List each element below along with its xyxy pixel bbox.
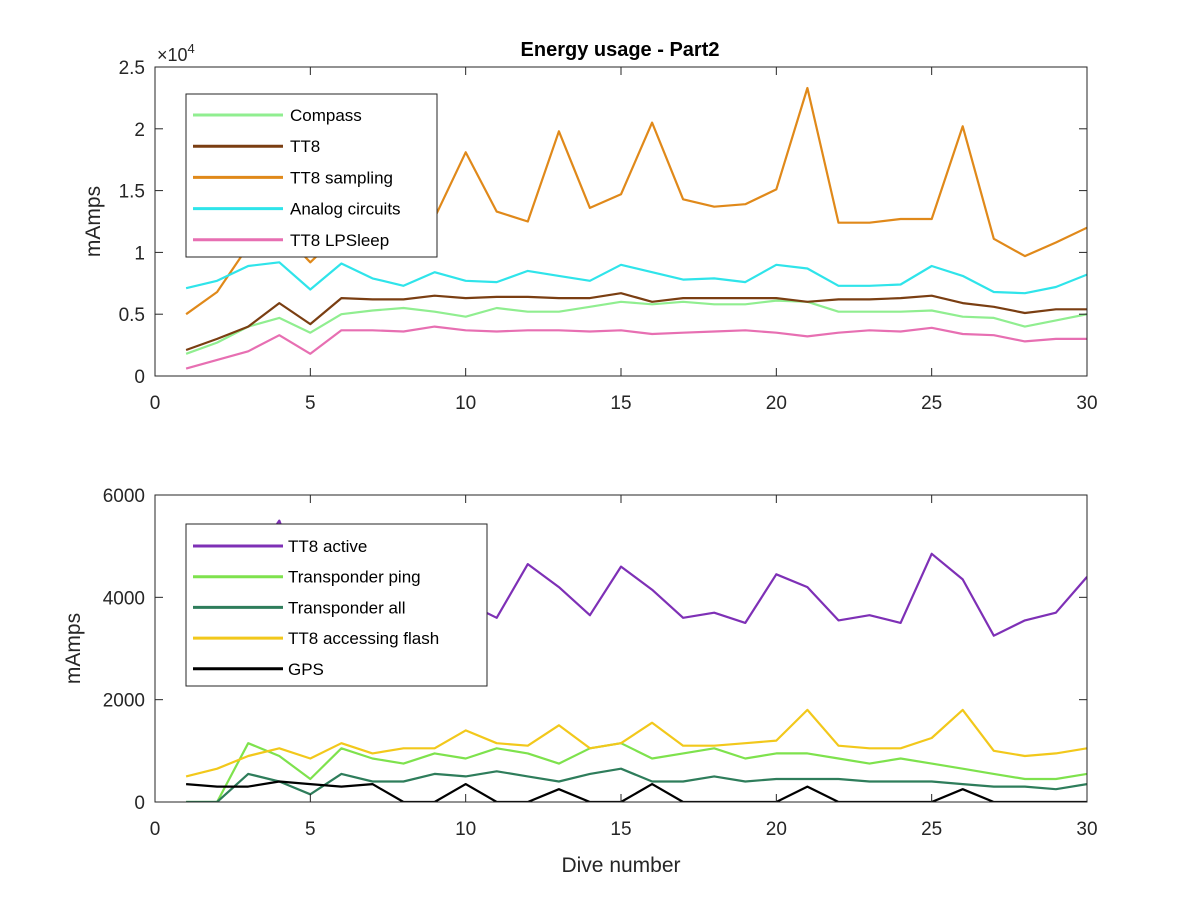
bottom-panel: 0 5 10 15 20 25 30 0 2000 4000 6000 mAmps Dive numbe… [62, 486, 1098, 877]
x-tick-label: 15 [610, 393, 631, 414]
series-line-tt8 [185, 292, 1087, 352]
legend-entry: GPS [288, 660, 324, 679]
top-panel: 0 5 10 15 20 25 30 0 0.5 1 1.5 2 2.5 ×104 mAmps Compass… [82, 41, 1098, 414]
x-tick-label: 30 [1076, 393, 1097, 414]
x-tick-label: 0 [150, 393, 161, 414]
x-tick-label: 30 [1076, 819, 1097, 840]
y-tick-label: 4000 [103, 588, 145, 609]
x-tick-label: 5 [305, 819, 316, 840]
legend-entry: Transponder ping [288, 568, 421, 587]
chart-title: Energy usage - Part2 [521, 39, 720, 61]
legend-entry: Analog circuits [290, 200, 401, 219]
series-line-compass [185, 299, 1087, 355]
y-exponent-label: ×104 [157, 41, 195, 65]
x-tick-label: 20 [766, 819, 787, 840]
legend-entry: TT8 sampling [290, 168, 393, 187]
y-axis-label: mAmps [62, 613, 85, 684]
legend: TT8 active Transponder ping Transponder al… [185, 523, 488, 687]
legend-box [185, 523, 488, 687]
x-tick-label: 5 [305, 393, 316, 414]
series-line-analog-circuits [185, 261, 1087, 295]
y-tick-label: 6000 [103, 486, 145, 507]
x-tick-label: 10 [455, 819, 476, 840]
legend-entry: Transponder all [288, 598, 406, 617]
y-tick-label: 0 [134, 793, 145, 814]
legend-entry: TT8 LPSleep [290, 231, 389, 250]
x-tick-label: 20 [766, 393, 787, 414]
series-line-gps [186, 780, 1087, 802]
y-tick-label: 1 [134, 243, 145, 264]
series-line-transponder-all [186, 767, 1087, 802]
series-line-tt8-lpsleep [185, 325, 1087, 370]
y-tick-label: 0 [134, 367, 145, 388]
series-line-transponder-ping [186, 742, 1087, 802]
x-axis-label: Dive number [561, 854, 680, 877]
x-tick-label: 15 [610, 819, 631, 840]
x-tick-label: 25 [921, 393, 942, 414]
legend-entry: TT8 accessing flash [288, 629, 439, 648]
y-tick-label: 1.5 [119, 182, 145, 203]
y-axis-label: mAmps [82, 186, 105, 257]
series-line-tt8-accessing-flash [185, 708, 1087, 778]
y-tick-label: 2 [134, 120, 145, 141]
legend: Compass TT8 TT8 sampling Analog circuits TT8… [185, 93, 438, 258]
y-tick-label: 2.5 [119, 58, 145, 79]
x-tick-label: 0 [150, 819, 161, 840]
legend-entry: TT8 active [288, 537, 367, 556]
x-tick-label: 25 [921, 819, 942, 840]
legend-entry: TT8 [290, 137, 320, 156]
legend-entry: Compass [290, 106, 362, 125]
y-tick-label: 0.5 [119, 305, 145, 326]
y-tick-label: 2000 [103, 691, 145, 712]
x-tick-label: 10 [455, 393, 476, 414]
legend-box [185, 93, 438, 258]
